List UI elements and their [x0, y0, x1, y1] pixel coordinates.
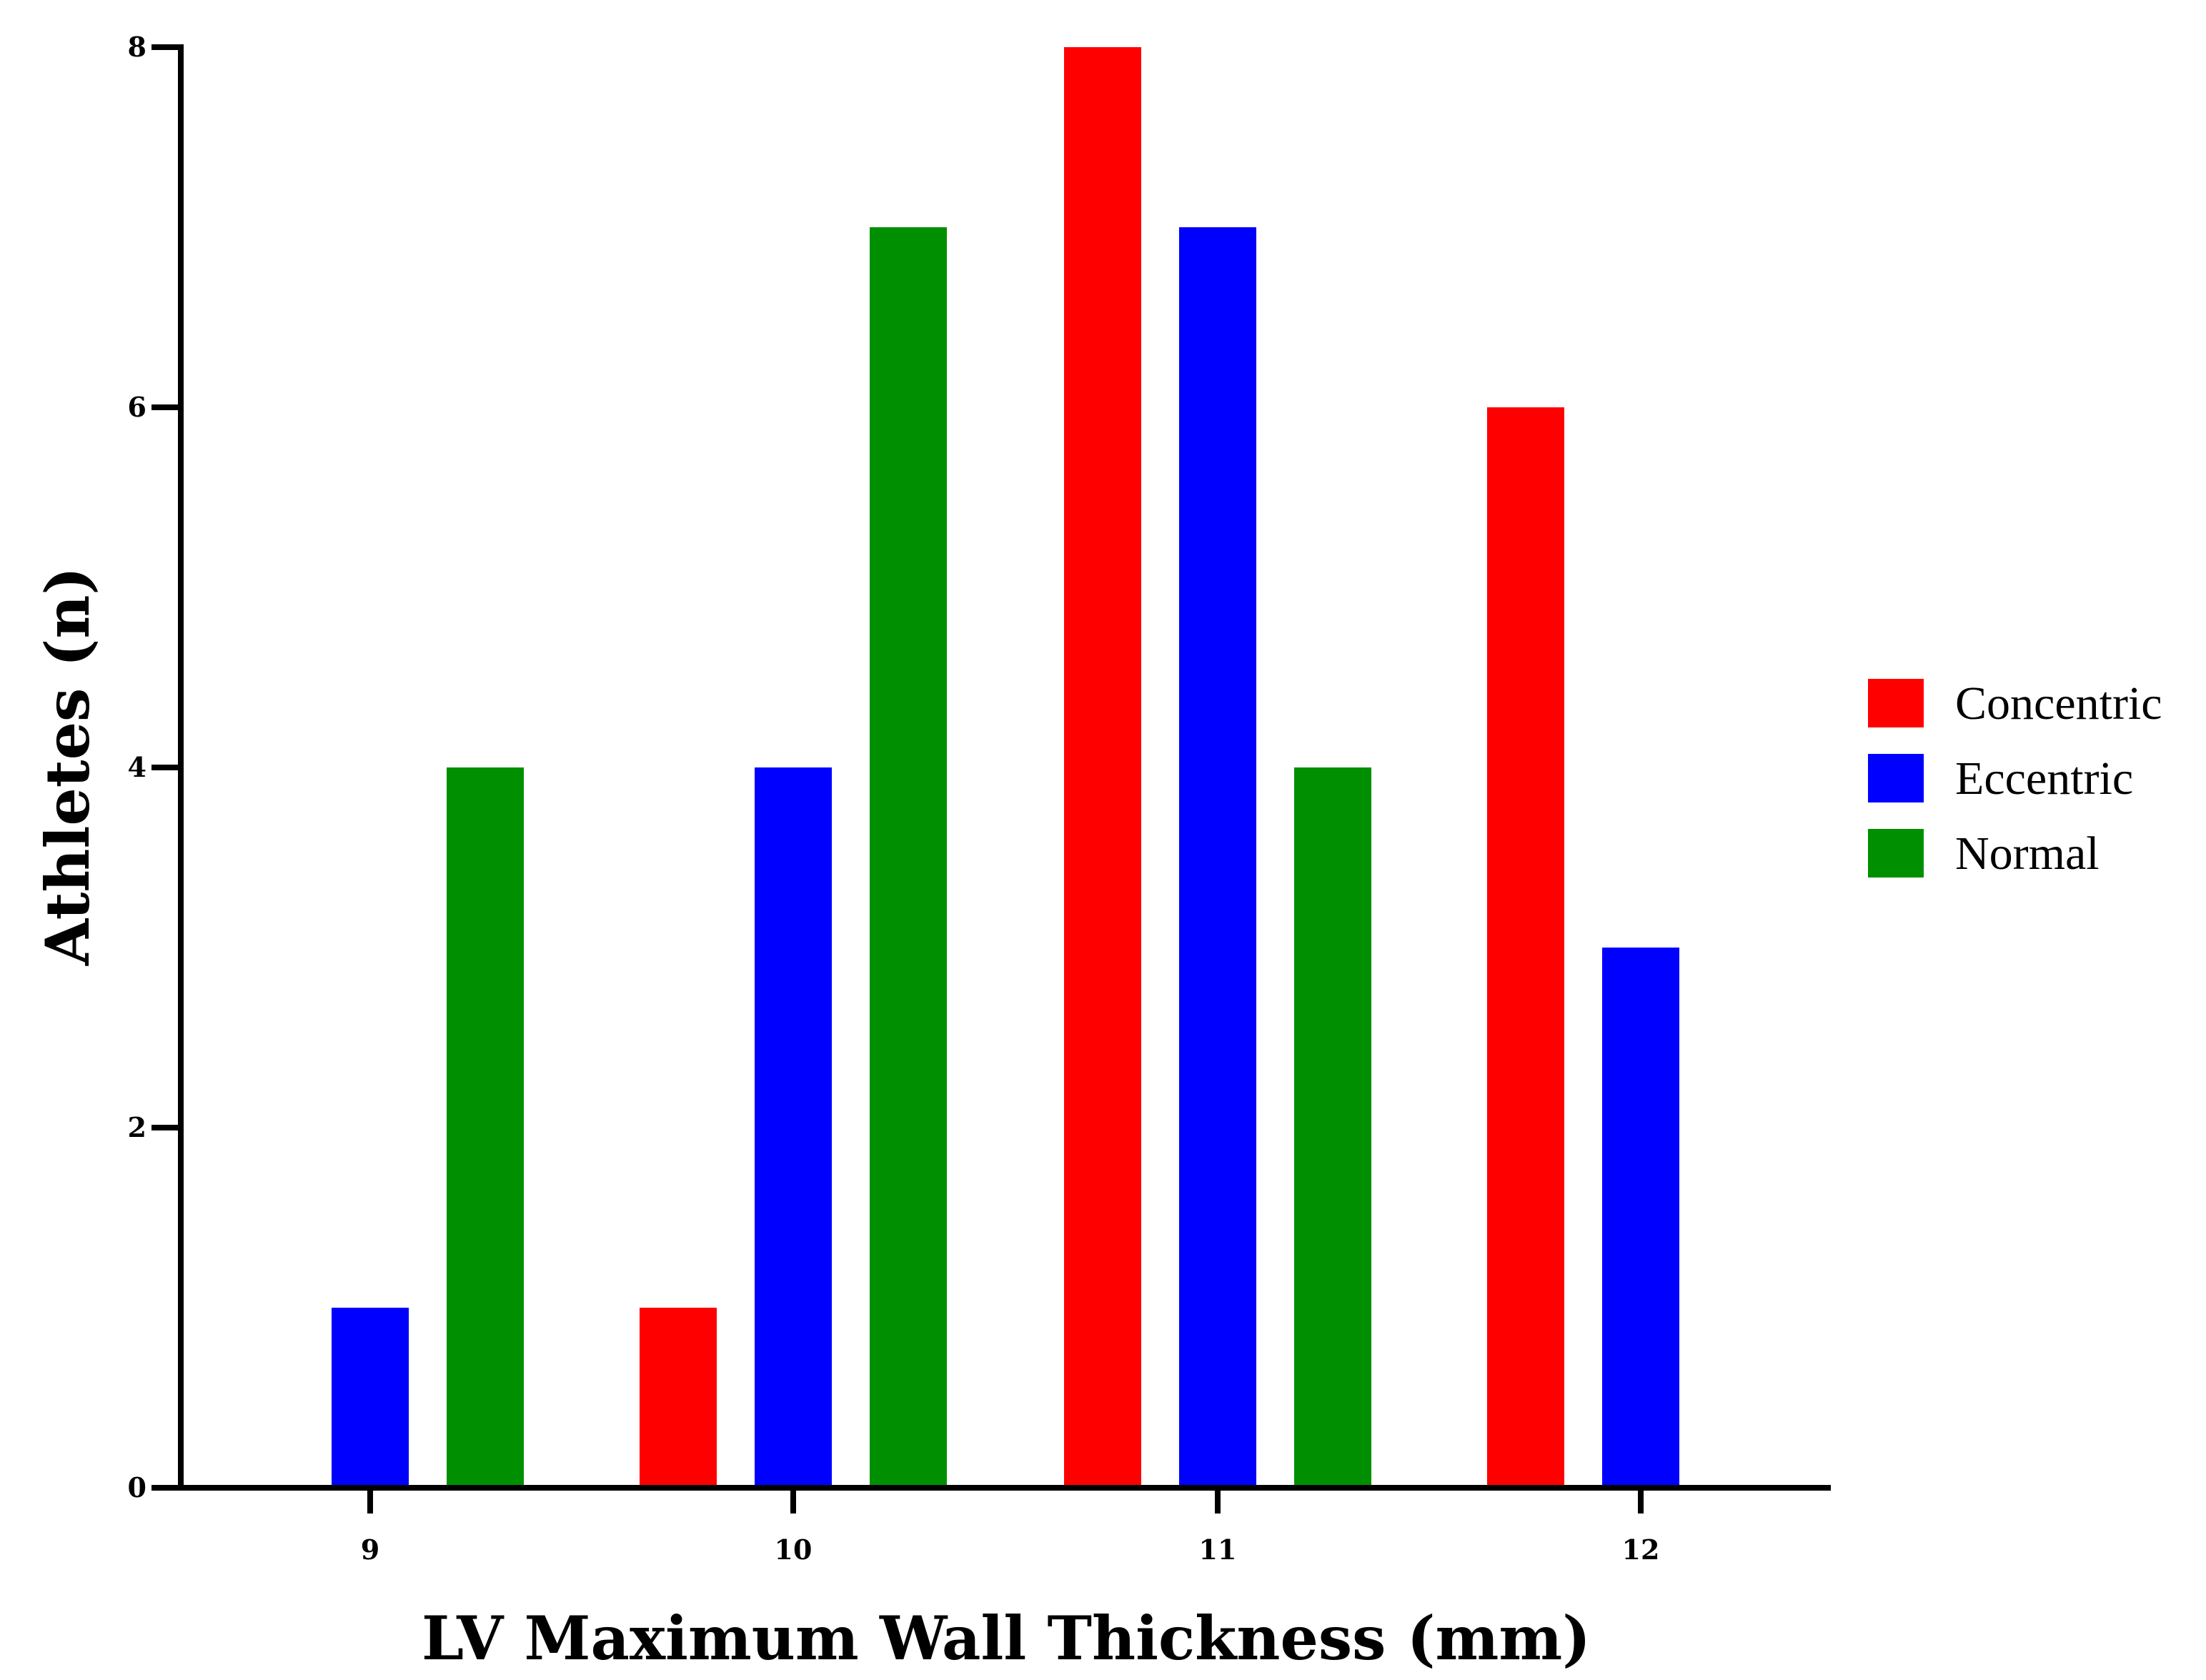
legend-label-concentric: Concentric [1955, 677, 2162, 730]
bar-eccentric-11 [1179, 227, 1256, 1488]
y-tick-label: 4 [128, 751, 146, 783]
bars-group [332, 47, 1679, 1488]
bar-normal-11 [1294, 767, 1371, 1488]
y-ticks-group: 0 2 4 6 8 [128, 31, 181, 1503]
y-tick-label: 8 [128, 31, 146, 63]
bar-eccentric-12 [1602, 948, 1679, 1488]
bar-eccentric-9 [332, 1308, 409, 1488]
axes-group [151, 44, 1831, 1491]
bar-normal-9 [447, 767, 524, 1488]
bar-concentric-10 [640, 1308, 717, 1488]
bar-eccentric-10 [755, 767, 832, 1488]
legend-swatch-normal [1868, 829, 1924, 878]
x-tick-label: 11 [1199, 1534, 1237, 1566]
x-ticks-group: 9 10 11 12 [361, 1488, 1660, 1566]
bar-concentric-11 [1064, 47, 1141, 1488]
legend-swatch-eccentric [1868, 754, 1924, 802]
legend-label-eccentric: Eccentric [1955, 752, 2133, 805]
y-tick-label: 0 [128, 1471, 146, 1503]
x-axis-title: LV Maximum Wall Thickness (mm) [422, 1603, 1591, 1674]
x-tick-label: 10 [775, 1534, 813, 1566]
y-tick-label: 2 [128, 1111, 146, 1143]
legend-label-normal: Normal [1955, 827, 2100, 880]
x-tick-label: 9 [361, 1534, 379, 1566]
x-tick-label: 12 [1622, 1534, 1660, 1566]
bar-concentric-12 [1487, 407, 1564, 1488]
y-tick-label: 6 [128, 391, 146, 423]
bar-normal-10 [870, 227, 947, 1488]
y-axis-title: Athletes (n) [32, 567, 103, 966]
legend: Concentric Eccentric Normal [1868, 677, 2162, 880]
legend-swatch-concentric [1868, 679, 1924, 727]
